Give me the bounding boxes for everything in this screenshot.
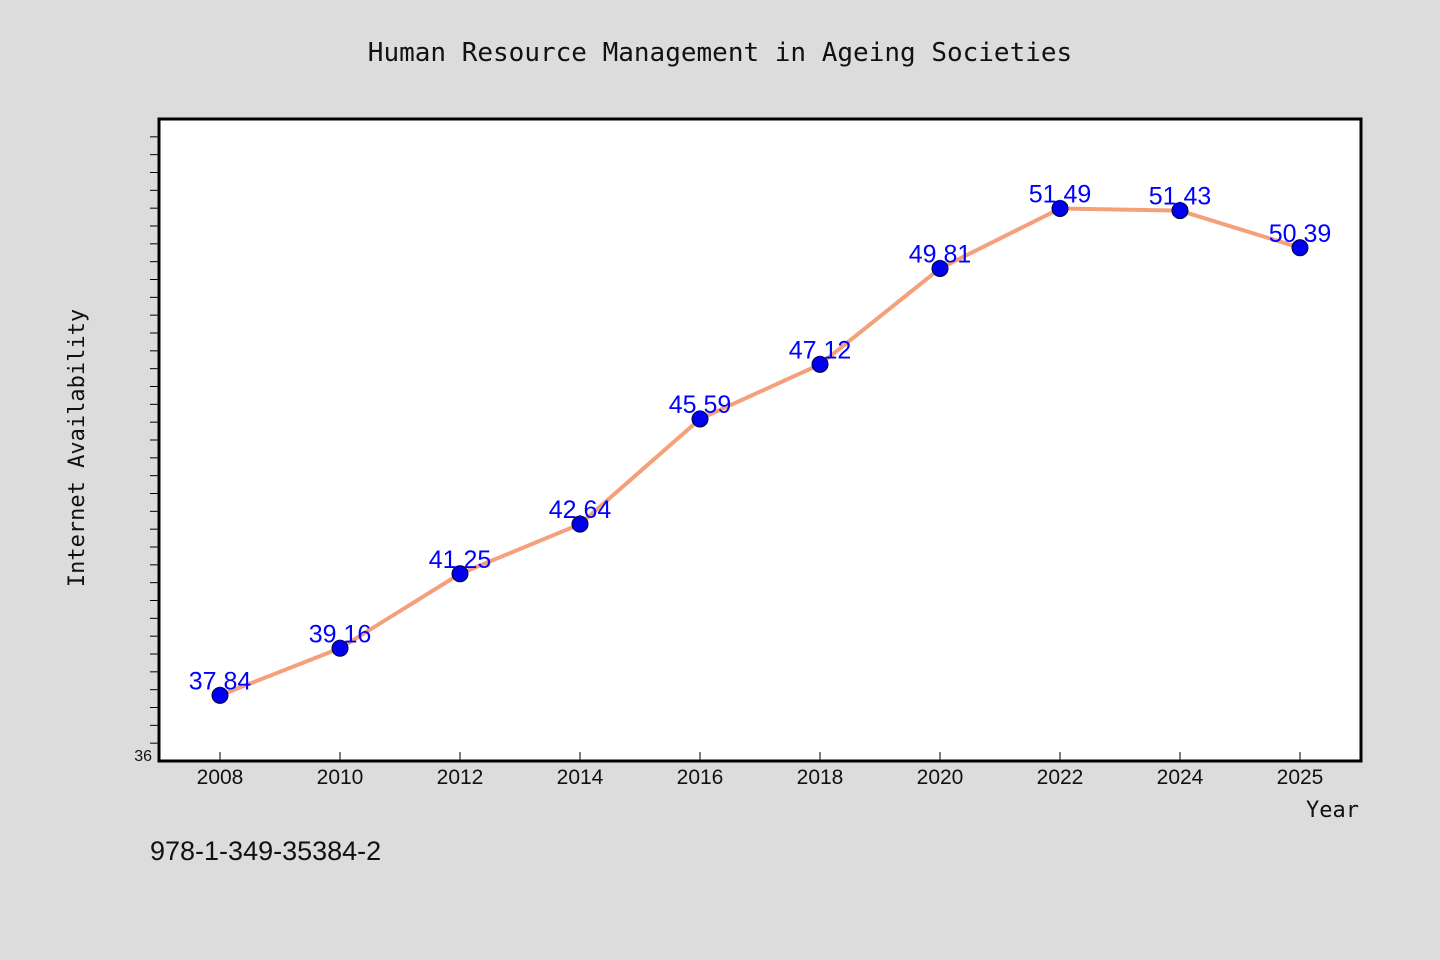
plot-area: [157, 117, 1363, 763]
data-point: [931, 259, 949, 277]
x-tick-label: 2010: [317, 766, 364, 789]
x-tick-label: 2014: [557, 766, 604, 789]
data-point: [451, 565, 469, 583]
data-label: 39.16: [309, 620, 372, 648]
data-label: 37.84: [189, 667, 252, 695]
data-point: [1291, 239, 1309, 257]
x-tick-label: 2025: [1277, 766, 1324, 789]
series-layer: 37.84 39.16 41.25 42.64 45.59 47.12 49.81 51.49…: [189, 181, 1332, 704]
chart-title: Human Resource Management in Ageing Soci…: [368, 38, 1072, 68]
x-tick-label: 2024: [1157, 766, 1204, 789]
data-label: 47.12: [789, 336, 852, 364]
data-point: [211, 686, 229, 704]
x-tick-label: 2020: [917, 766, 964, 789]
data-label: 51.43: [1149, 183, 1212, 211]
isbn-text: 978-1-349-35384-2: [150, 836, 382, 866]
y-axis-ticks: 36: [134, 136, 159, 765]
data-point: [571, 515, 589, 533]
data-point: [1051, 200, 1069, 218]
x-tick-label: 2018: [797, 766, 844, 789]
data-label: 51.49: [1029, 181, 1092, 209]
data-label: 41.25: [429, 546, 492, 574]
y-tick-label: 36: [134, 748, 152, 765]
y-axis-label: Internet Availability: [65, 309, 90, 587]
x-tick-label: 2022: [1037, 766, 1084, 789]
data-label: 49.81: [909, 240, 972, 268]
x-tick-label: 2016: [677, 766, 724, 789]
data-label: 50.39: [1269, 220, 1332, 248]
data-label: 42.64: [549, 496, 612, 524]
data-point: [691, 410, 709, 428]
data-point: [811, 355, 829, 373]
x-axis-ticks: 2008 2010 2012 2014 2016 2018 2020 2022 2024 2025: [197, 752, 1324, 789]
x-axis-label: Year: [1306, 798, 1359, 823]
data-label: 45.59: [669, 391, 732, 419]
data-point: [331, 639, 349, 657]
series-line: [218, 206, 1302, 698]
data-point: [1171, 202, 1189, 220]
x-tick-label: 2012: [437, 766, 484, 789]
x-tick-label: 2008: [197, 766, 244, 789]
